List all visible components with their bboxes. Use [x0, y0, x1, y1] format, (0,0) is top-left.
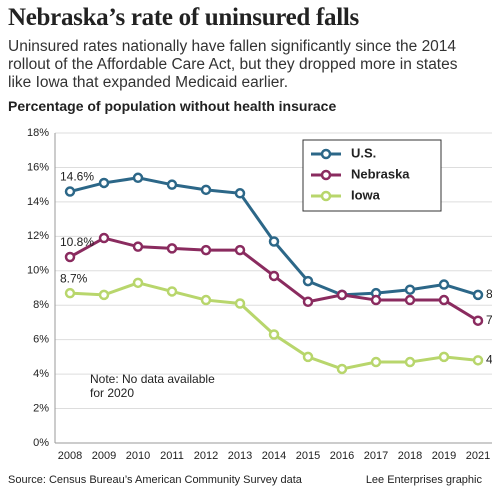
point — [438, 279, 450, 290]
point — [64, 287, 76, 299]
x-tick-label: 2015 — [296, 450, 320, 462]
point — [234, 244, 246, 256]
y-tick-label: 14% — [27, 196, 49, 208]
point — [64, 186, 76, 197]
x-tick-label: 2009 — [92, 450, 116, 462]
y-tick-label: 16% — [27, 161, 49, 173]
legend-marker — [320, 148, 332, 160]
y-tick-label: 18% — [27, 127, 49, 139]
data-label: 10.8% — [60, 235, 94, 249]
y-axis-label: Percentage of population without health … — [8, 98, 337, 114]
point — [132, 172, 144, 184]
point — [302, 275, 314, 287]
source: Source: Census Bureau’s American Communi… — [8, 474, 302, 486]
y-tick-label: 12% — [27, 230, 49, 242]
series-line — [69, 281, 479, 371]
note: Note: No data available for 2020 — [90, 372, 215, 400]
point — [166, 243, 178, 254]
x-tick-label: 2012 — [194, 450, 218, 462]
legend-marker — [320, 169, 332, 181]
point — [268, 270, 280, 282]
data-label: 4.8% — [486, 353, 492, 367]
point — [472, 355, 484, 366]
point — [370, 356, 382, 368]
point — [404, 284, 416, 295]
chart-title: Nebraska’s rate of uninsured falls — [8, 4, 359, 31]
y-tick-label: 8% — [33, 299, 49, 311]
x-tick-label: 2017 — [364, 450, 388, 462]
point — [98, 289, 110, 301]
x-tick-label: 2008 — [58, 450, 82, 462]
point — [404, 294, 416, 306]
y-tick-label: 4% — [33, 368, 49, 380]
point — [268, 236, 280, 247]
point — [404, 356, 416, 368]
point — [438, 351, 450, 363]
data-label: 8.6% — [486, 287, 492, 301]
data-label: 8.7% — [60, 271, 88, 285]
point — [302, 296, 314, 308]
data-label: 14.6% — [60, 170, 94, 184]
point — [132, 277, 144, 289]
point — [268, 329, 280, 340]
chart-subtitle: Uninsured rates nationally have fallen s… — [8, 38, 458, 91]
point — [370, 294, 382, 306]
point — [438, 294, 450, 306]
point — [472, 315, 484, 326]
data-label: 7.1% — [486, 313, 492, 327]
credit: Lee Enterprises graphic — [365, 474, 482, 486]
y-tick-label: 6% — [33, 334, 49, 346]
point — [200, 184, 212, 196]
point — [336, 289, 348, 301]
x-tick-label: 2014 — [262, 450, 286, 462]
point — [132, 241, 144, 252]
point — [336, 363, 348, 375]
legend-label: U.S. — [351, 145, 376, 160]
x-tick-label: 2011 — [160, 450, 184, 462]
legend-label: Iowa — [351, 187, 381, 202]
x-tick-label: 2021 — [466, 450, 490, 462]
x-tick-label: 2013 — [228, 450, 252, 462]
point — [64, 251, 76, 263]
legend-marker — [320, 190, 332, 202]
point — [234, 298, 246, 309]
point — [302, 351, 314, 363]
legend-label: Nebraska — [351, 166, 410, 181]
point — [234, 188, 246, 199]
y-tick-label: 2% — [33, 402, 49, 414]
point — [200, 294, 212, 306]
point — [166, 179, 178, 190]
y-tick-label: 10% — [27, 265, 49, 277]
point — [472, 289, 484, 301]
point — [98, 177, 110, 189]
x-tick-label: 2016 — [330, 450, 354, 462]
y-tick-label: 0% — [33, 437, 49, 449]
point — [98, 232, 110, 244]
x-tick-label: 2019 — [432, 450, 456, 462]
point — [166, 286, 178, 297]
point — [200, 244, 212, 256]
x-tick-label: 2010 — [126, 450, 150, 462]
x-tick-label: 2018 — [398, 450, 422, 462]
